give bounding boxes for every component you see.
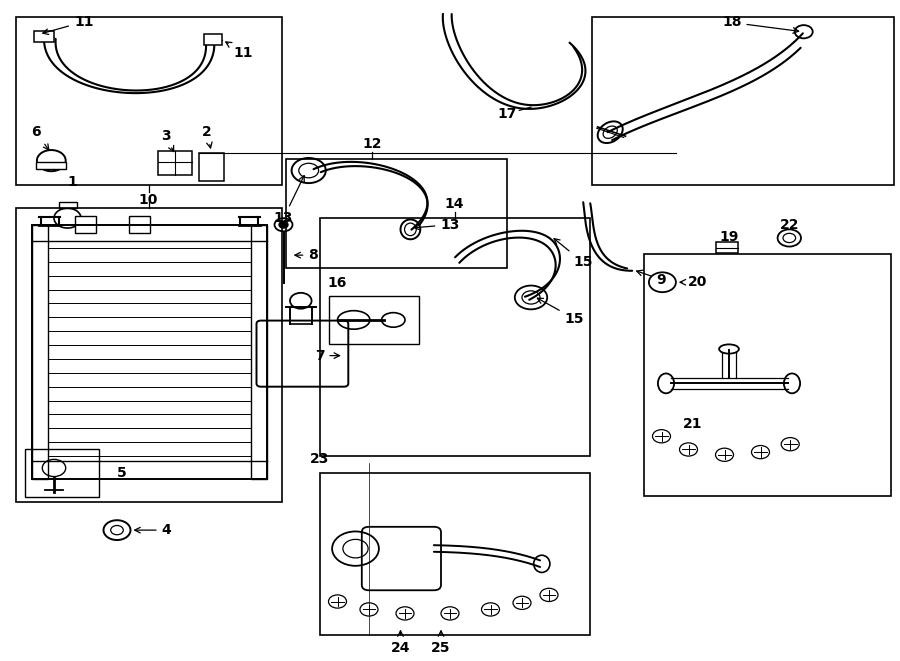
Text: 24: 24 xyxy=(391,631,410,655)
Text: 19: 19 xyxy=(719,229,739,244)
FancyBboxPatch shape xyxy=(256,321,348,387)
Bar xyxy=(36,162,66,169)
Text: 18: 18 xyxy=(722,15,798,33)
Bar xyxy=(129,216,150,233)
Text: 9: 9 xyxy=(636,270,666,287)
FancyBboxPatch shape xyxy=(34,31,54,42)
Bar xyxy=(320,218,590,456)
Bar xyxy=(644,254,891,496)
FancyBboxPatch shape xyxy=(158,151,192,175)
Bar xyxy=(75,216,96,233)
Bar xyxy=(320,473,590,635)
Text: 25: 25 xyxy=(431,631,451,655)
Text: 16: 16 xyxy=(328,276,347,290)
Bar xyxy=(32,225,48,479)
FancyBboxPatch shape xyxy=(199,153,224,181)
Text: 17: 17 xyxy=(498,106,518,121)
Bar xyxy=(16,17,282,185)
Bar xyxy=(16,208,282,502)
Text: 10: 10 xyxy=(139,192,158,207)
Bar xyxy=(58,202,76,208)
Text: 22: 22 xyxy=(779,217,799,232)
Text: 3: 3 xyxy=(161,128,174,151)
Text: 11: 11 xyxy=(42,15,94,34)
Text: 7: 7 xyxy=(315,348,339,363)
Text: 21: 21 xyxy=(683,417,703,432)
Text: 4: 4 xyxy=(135,523,171,537)
Text: 23: 23 xyxy=(310,452,329,467)
Text: 15: 15 xyxy=(554,239,593,270)
Bar xyxy=(32,225,267,479)
Circle shape xyxy=(279,221,288,228)
Text: 8: 8 xyxy=(295,248,318,262)
Bar xyxy=(251,225,267,479)
Bar xyxy=(286,159,507,268)
Text: 12: 12 xyxy=(362,137,382,151)
Text: 14: 14 xyxy=(445,196,464,211)
Text: 1: 1 xyxy=(68,175,76,189)
Text: 11: 11 xyxy=(226,42,253,60)
Text: 13: 13 xyxy=(274,176,304,225)
Bar xyxy=(592,17,894,185)
FancyBboxPatch shape xyxy=(716,242,738,253)
Text: 5: 5 xyxy=(117,466,126,481)
Text: 15: 15 xyxy=(537,298,584,326)
Text: 6: 6 xyxy=(32,125,49,150)
Text: 2: 2 xyxy=(202,125,212,148)
FancyBboxPatch shape xyxy=(362,527,441,590)
Bar xyxy=(25,449,99,497)
FancyBboxPatch shape xyxy=(204,34,222,45)
Text: 20: 20 xyxy=(680,275,707,290)
Text: 13: 13 xyxy=(415,217,460,232)
Bar xyxy=(328,296,418,344)
